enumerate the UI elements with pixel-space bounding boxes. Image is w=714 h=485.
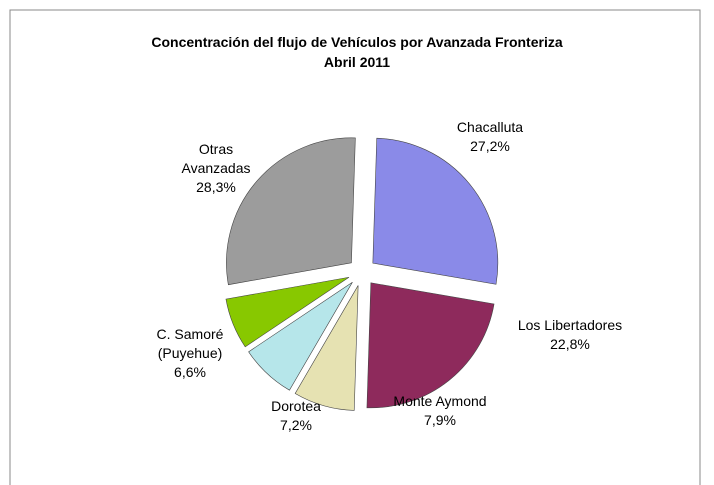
pie-slice: [294, 285, 359, 411]
slice-value-label: 28,3%: [196, 179, 236, 195]
slice-value-label: 7,9%: [424, 412, 456, 428]
pie-slice: [226, 137, 356, 286]
chart-title: Concentración del flujo de Vehículos por…: [151, 34, 563, 50]
pie-slice: [366, 282, 495, 409]
slice-value-label: 22,8%: [550, 336, 590, 352]
slice-label: Chacalluta: [456, 119, 524, 135]
frame: [9, 9, 701, 485]
slice-label: Los Libertadores: [517, 317, 623, 333]
slice-label: Otras Avanzadas: [181, 141, 251, 176]
pie-slice: [248, 281, 353, 391]
slice-label: C. Samoré (Puyehue): [156, 326, 224, 361]
chart-subtitle: Abril 2011: [323, 54, 391, 70]
slice-value-label: 6,6%: [174, 364, 206, 380]
slice-label: Dorotea: [271, 398, 321, 414]
pie-slice: [225, 276, 350, 348]
slice-value-label: 7,2%: [280, 417, 312, 433]
slice-value-label: 27,2%: [470, 138, 510, 154]
slice-label: Monte Aymond: [393, 393, 487, 409]
pie-slice: [372, 137, 499, 285]
